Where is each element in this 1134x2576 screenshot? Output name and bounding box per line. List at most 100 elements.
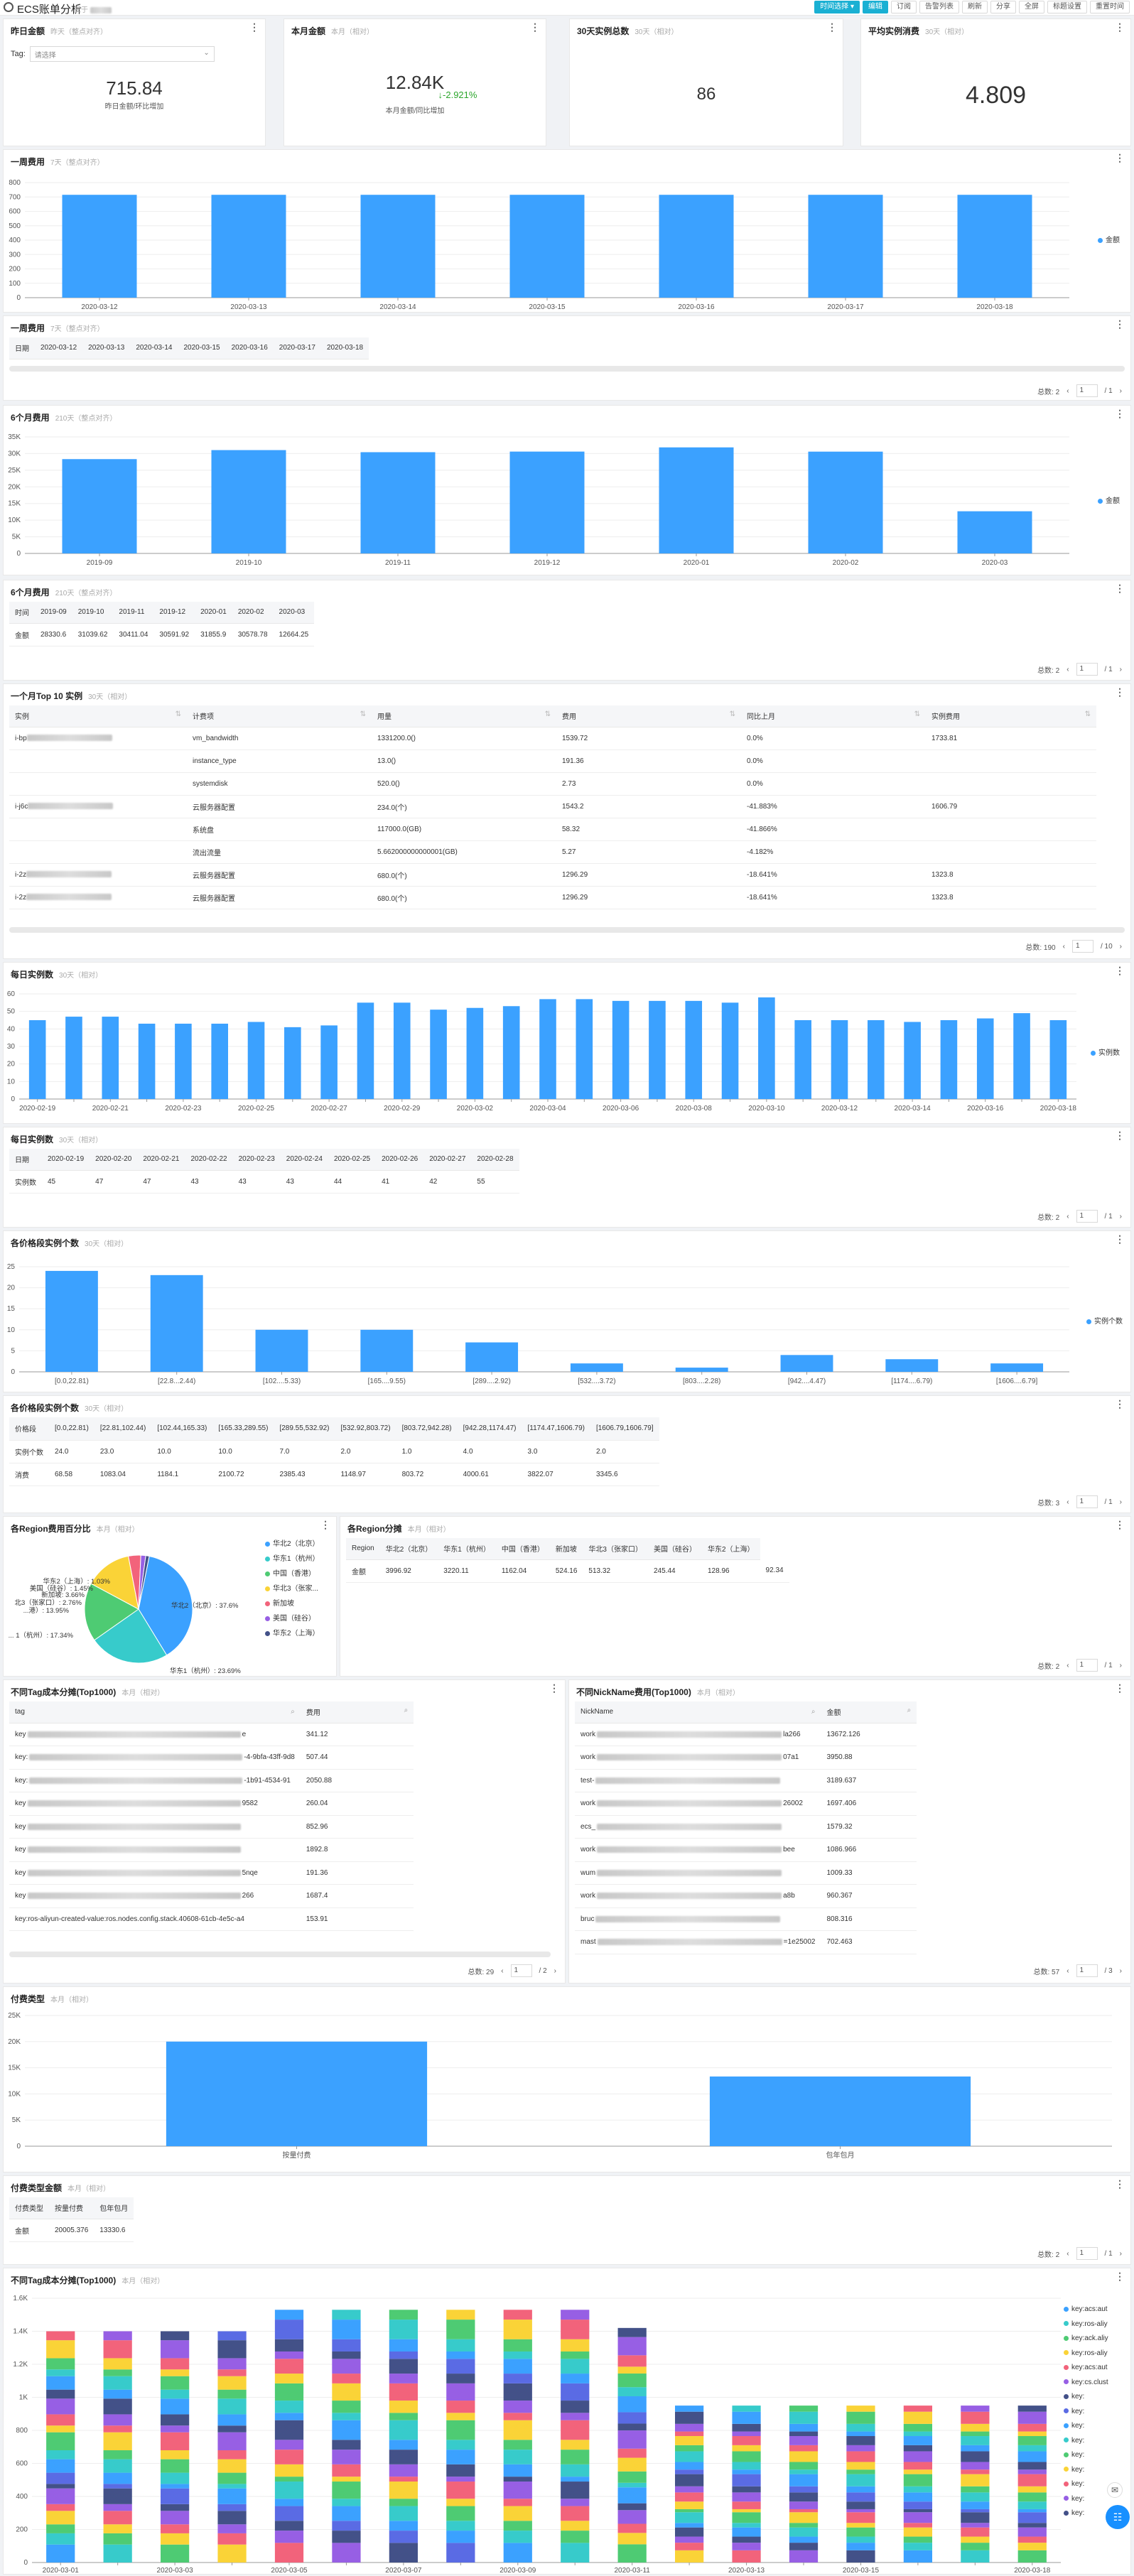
stack-segment[interactable] bbox=[332, 2351, 361, 2359]
bar[interactable] bbox=[957, 195, 1032, 298]
legend-item[interactable]: key: bbox=[1064, 2506, 1108, 2521]
stack-segment[interactable] bbox=[332, 2374, 361, 2383]
stack-segment[interactable] bbox=[46, 2389, 75, 2399]
stack-segment[interactable] bbox=[389, 2374, 418, 2383]
stack-segment[interactable] bbox=[675, 2445, 704, 2452]
stack-segment[interactable] bbox=[617, 2396, 647, 2413]
bar[interactable] bbox=[990, 1363, 1044, 1372]
toolbar-button[interactable]: 刷新 bbox=[962, 1, 988, 13]
stack-segment[interactable] bbox=[675, 2474, 704, 2486]
stack-segment[interactable] bbox=[903, 2550, 932, 2563]
legend-item[interactable]: key: bbox=[1064, 2405, 1108, 2420]
stack-segment[interactable] bbox=[503, 2320, 532, 2339]
stack-segment[interactable] bbox=[389, 2440, 418, 2450]
stack-segment[interactable] bbox=[732, 2501, 761, 2509]
more-icon[interactable]: ⋮ bbox=[549, 1682, 559, 1694]
stack-segment[interactable] bbox=[503, 2531, 532, 2543]
sort-icon[interactable]: ⇅ bbox=[544, 710, 551, 719]
stack-segment[interactable] bbox=[732, 2474, 761, 2486]
stack-segment[interactable] bbox=[446, 2506, 475, 2521]
stack-segment[interactable] bbox=[675, 2536, 704, 2543]
bar[interactable] bbox=[509, 451, 585, 553]
stack-segment[interactable] bbox=[1017, 2501, 1047, 2509]
stack-segment[interactable] bbox=[789, 2512, 819, 2523]
pie-slice[interactable] bbox=[94, 1608, 168, 1664]
bar[interactable] bbox=[539, 999, 556, 1099]
stack-segment[interactable] bbox=[332, 2521, 361, 2531]
stack-segment[interactable] bbox=[446, 2310, 475, 2320]
legend-item[interactable]: key:ros-aliy bbox=[1064, 2347, 1108, 2361]
stack-segment[interactable] bbox=[446, 2440, 475, 2450]
stack-segment[interactable] bbox=[675, 2501, 704, 2509]
stack-segment[interactable] bbox=[332, 2401, 361, 2413]
stack-segment[interactable] bbox=[161, 2414, 190, 2426]
stack-segment[interactable] bbox=[161, 2450, 190, 2459]
stack-segment[interactable] bbox=[675, 2423, 704, 2432]
stack-segment[interactable] bbox=[503, 2477, 532, 2482]
stack-segment[interactable] bbox=[789, 2431, 819, 2437]
stack-segment[interactable] bbox=[617, 2482, 647, 2488]
stack-segment[interactable] bbox=[617, 2471, 647, 2483]
stack-segment[interactable] bbox=[389, 2521, 418, 2531]
stack-segment[interactable] bbox=[675, 2436, 704, 2445]
horizontal-scrollbar[interactable] bbox=[9, 366, 1125, 372]
sort-icon[interactable]: ⇅ bbox=[914, 710, 920, 719]
stack-segment[interactable] bbox=[161, 2511, 190, 2525]
stack-segment[interactable] bbox=[389, 2339, 418, 2352]
stack-segment[interactable] bbox=[846, 2536, 875, 2543]
bar[interactable] bbox=[976, 1018, 994, 1099]
more-icon[interactable]: ⋮ bbox=[1115, 152, 1125, 163]
stack-segment[interactable] bbox=[332, 2339, 361, 2352]
bar[interactable] bbox=[284, 1027, 301, 1099]
legend-item[interactable]: key: bbox=[1064, 2448, 1108, 2463]
bar[interactable] bbox=[721, 1002, 739, 1099]
bar[interactable] bbox=[28, 1020, 46, 1099]
stack-segment[interactable] bbox=[903, 2501, 932, 2509]
stack-segment[interactable] bbox=[1017, 2550, 1047, 2563]
more-icon[interactable]: ⋮ bbox=[1115, 965, 1125, 976]
bar[interactable] bbox=[1013, 1013, 1030, 1099]
stack-segment[interactable] bbox=[217, 2376, 247, 2390]
stack-segment[interactable] bbox=[217, 2340, 247, 2359]
stack-segment[interactable] bbox=[675, 2550, 704, 2563]
stack-segment[interactable] bbox=[846, 2405, 875, 2412]
stack-segment[interactable] bbox=[675, 2431, 704, 2437]
stack-segment[interactable] bbox=[274, 2531, 304, 2543]
stack-segment[interactable] bbox=[846, 2543, 875, 2550]
stack-segment[interactable] bbox=[389, 2531, 418, 2543]
stack-segment[interactable] bbox=[332, 2440, 361, 2450]
stack-segment[interactable] bbox=[561, 2310, 590, 2320]
stack-segment[interactable] bbox=[732, 2527, 761, 2537]
stack-segment[interactable] bbox=[561, 2499, 590, 2506]
bar[interactable] bbox=[904, 1022, 921, 1099]
stack-segment[interactable] bbox=[46, 2331, 75, 2341]
stack-segment[interactable] bbox=[46, 2376, 75, 2390]
stack-segment[interactable] bbox=[675, 2523, 704, 2528]
stack-segment[interactable] bbox=[161, 2376, 190, 2390]
stack-segment[interactable] bbox=[561, 2521, 590, 2531]
stack-segment[interactable] bbox=[46, 2524, 75, 2533]
bar[interactable] bbox=[808, 195, 883, 298]
stack-segment[interactable] bbox=[332, 2499, 361, 2506]
bar[interactable] bbox=[430, 1010, 447, 1099]
stack-segment[interactable] bbox=[961, 2512, 990, 2523]
stack-segment[interactable] bbox=[732, 2523, 761, 2528]
legend-item[interactable]: key: bbox=[1064, 2492, 1108, 2507]
stack-segment[interactable] bbox=[503, 2374, 532, 2383]
stack-segment[interactable] bbox=[446, 2521, 475, 2531]
stack-segment[interactable] bbox=[389, 2401, 418, 2413]
stack-segment[interactable] bbox=[903, 2431, 932, 2437]
stack-segment[interactable] bbox=[561, 2320, 590, 2339]
stack-segment[interactable] bbox=[332, 2413, 361, 2420]
stack-segment[interactable] bbox=[274, 2420, 304, 2440]
stack-segment[interactable] bbox=[161, 2472, 190, 2484]
legend-item[interactable]: 华北3（张家... bbox=[265, 1581, 320, 1596]
stack-segment[interactable] bbox=[675, 2411, 704, 2424]
stack-segment[interactable] bbox=[274, 2383, 304, 2401]
stack-segment[interactable] bbox=[103, 2331, 132, 2341]
stack-segment[interactable] bbox=[789, 2550, 819, 2563]
stack-segment[interactable] bbox=[961, 2486, 990, 2493]
stack-segment[interactable] bbox=[846, 2469, 875, 2474]
stack-segment[interactable] bbox=[217, 2389, 247, 2399]
stack-segment[interactable] bbox=[446, 2401, 475, 2413]
